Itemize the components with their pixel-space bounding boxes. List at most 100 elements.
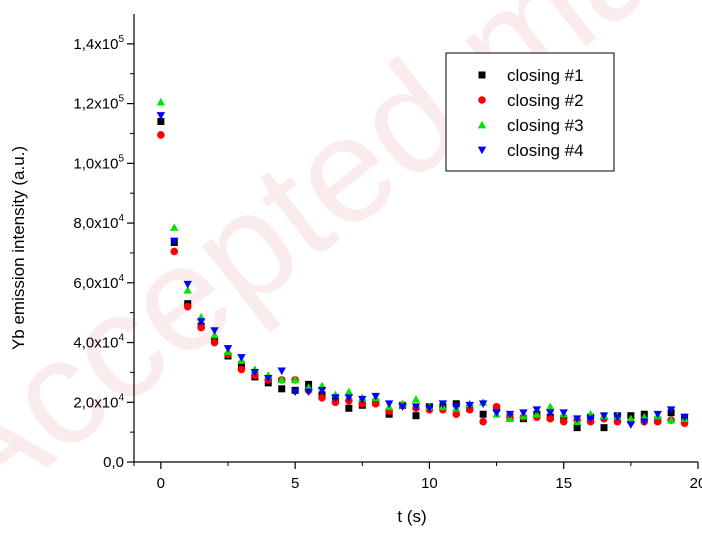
x-tick-label: 5 [291,475,299,492]
data-point [170,237,179,246]
y-tick-label: 6,0x104 [73,273,124,292]
data-point [640,418,649,426]
data-point [156,112,166,120]
data-point [680,413,689,422]
data-point [371,392,380,401]
data-point [599,412,609,420]
data-point [157,118,165,126]
y-tick-label: 1,2x105 [73,94,124,113]
data-point [210,327,219,335]
data-point [479,410,487,418]
data-point [666,415,676,424]
legend-marker [477,120,487,129]
data-point [277,375,286,384]
data-point [345,404,353,412]
legend-marker [477,146,487,155]
data-point [519,409,528,417]
data-point [546,409,555,417]
x-tick-label: 15 [555,475,572,492]
y-tick-label: 4,0x104 [73,333,124,352]
legend-entry-label: closing #2 [507,91,584,110]
data-point [478,400,488,408]
data-point [492,402,501,411]
data-point [666,406,676,414]
data-point [156,97,166,106]
data-point [183,280,192,289]
data-point [505,410,515,419]
data-point [170,223,179,231]
data-point [344,394,354,402]
data-point [452,403,461,411]
data-point [317,386,327,395]
data-point [318,393,326,402]
data-point [559,417,568,426]
data-point [573,424,581,432]
data-point [626,421,636,429]
data-point [237,361,245,369]
data-point [197,323,205,332]
data-point [331,394,340,402]
data-point [411,403,421,411]
y-axis-label: Yb emission intensity (a.u.) [9,146,28,350]
data-point [572,415,582,423]
y-axis-ticks: 0,0 2,0x104 4,0x104 6,0x104 8,0x104 1,0x105 1,… [73,34,134,471]
data-point [613,417,622,426]
data-point [600,424,608,432]
data-point [546,414,555,423]
x-tick-label: 20 [690,475,702,492]
data-point [613,413,622,422]
y-tick-label: 8,0x104 [73,213,124,232]
data-point [331,398,340,407]
data-point [264,375,273,383]
legend-entry-label: closing #1 [507,66,584,85]
legend-marker [478,71,486,79]
data-point [559,409,568,417]
legend-box [445,52,615,172]
data-point [452,410,461,419]
legend-entry-label: closing #3 [507,116,584,135]
data-point [438,400,448,408]
data-point [344,387,354,396]
data-point [492,409,501,417]
x-axis-label: t (s) [397,507,426,526]
data-point [425,404,434,413]
x-tick-label: 10 [421,475,438,492]
data-point [183,286,192,294]
data-point [465,405,474,414]
data-point [237,354,246,362]
data-point [412,412,420,420]
data-point [398,403,407,411]
data-point [586,415,595,423]
data-point [210,338,219,347]
data-point [465,401,474,410]
data-point [237,365,246,374]
data-point [250,369,260,377]
data-point [653,410,662,419]
data-point [277,367,286,376]
data-point [653,417,662,426]
legend: closing #1 closing #2 closing #3 closing #4 [445,52,615,172]
data-points [156,97,689,432]
x-tick-label: 0 [157,475,165,492]
series-4 [156,112,689,429]
data-point [371,399,380,408]
y-tick-label: 1,0x105 [73,153,124,172]
data-point [183,302,192,311]
data-point [196,318,206,326]
data-point [157,131,165,139]
legend-marker [478,96,486,104]
data-point [358,395,367,404]
data-point [384,400,394,408]
data-point [626,414,636,423]
data-point [479,417,487,426]
y-tick-label: 0,0 [103,454,124,471]
y-tick-label: 2,0x104 [73,392,124,411]
data-point [278,385,286,393]
data-point [290,388,300,397]
data-point [532,406,542,414]
data-point [223,345,233,353]
data-point [411,395,421,403]
data-point [546,402,555,411]
data-point [170,247,179,256]
